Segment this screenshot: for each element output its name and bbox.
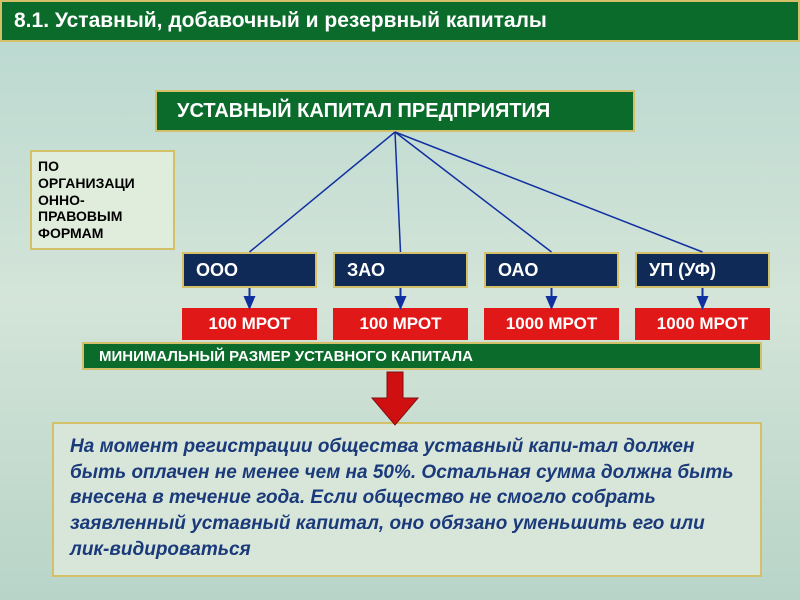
org-box-ooo: ООО (182, 252, 317, 288)
mrot-value: 1000 МРОТ (506, 314, 597, 334)
mrot-box: 100 МРОТ (333, 308, 468, 340)
org-label: ЗАО (347, 260, 385, 281)
section-header-text: 8.1. Уставный, добавочный и резервный ка… (14, 9, 547, 33)
mrot-value: 100 МРОТ (360, 314, 442, 334)
org-label: ООО (196, 260, 238, 281)
side-label-line: ПО (38, 158, 59, 174)
org-box-up: УП (УФ) (635, 252, 770, 288)
mrot-value: 1000 МРОТ (657, 314, 748, 334)
main-title-text: УСТАВНЫЙ КАПИТАЛ ПРЕДПРИЯТИЯ (177, 100, 550, 123)
mrot-box: 1000 МРОТ (484, 308, 619, 340)
org-label: ОАО (498, 260, 538, 281)
org-box-zao: ЗАО (333, 252, 468, 288)
mrot-box: 100 МРОТ (182, 308, 317, 340)
description-text: На момент регистрации общества уставный … (70, 436, 734, 560)
main-title-box: УСТАВНЫЙ КАПИТАЛ ПРЕДПРИЯТИЯ (155, 90, 635, 132)
mrot-box: 1000 МРОТ (635, 308, 770, 340)
min-size-label-text: МИНИМАЛЬНЫЙ РАЗМЕР УСТАВНОГО КАПИТАЛА (99, 348, 473, 365)
org-label: УП (УФ) (649, 260, 716, 281)
side-label-line: ОРГАНИЗАЦИ (38, 175, 135, 191)
min-size-label-box: МИНИМАЛЬНЫЙ РАЗМЕР УСТАВНОГО КАПИТАЛА (82, 342, 762, 370)
side-category-label: ПО ОРГАНИЗАЦИ ОННО- ПРАВОВЫМ ФОРМАМ (30, 150, 175, 250)
side-label-line: ФОРМАМ (38, 225, 103, 241)
big-down-arrow-icon (370, 370, 420, 430)
org-box-oao: ОАО (484, 252, 619, 288)
side-label-line: ПРАВОВЫМ (38, 208, 122, 224)
side-label-line: ОННО- (38, 192, 85, 208)
section-header: 8.1. Уставный, добавочный и резервный ка… (0, 0, 800, 42)
description-box: На момент регистрации общества уставный … (52, 422, 762, 577)
mrot-value: 100 МРОТ (209, 314, 291, 334)
